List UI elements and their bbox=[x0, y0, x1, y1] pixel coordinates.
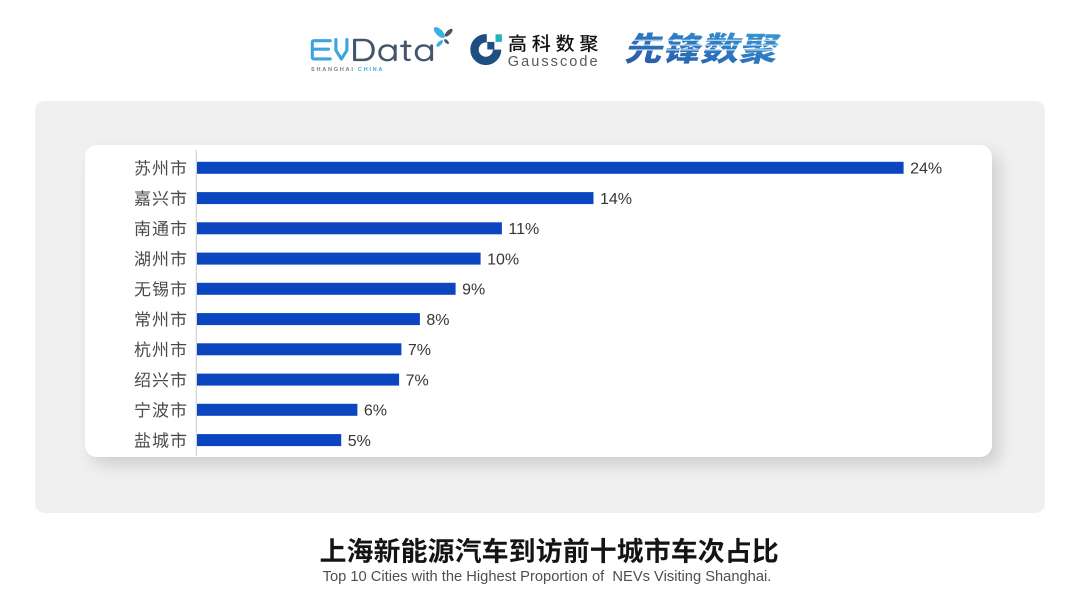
svg-text:11%: 11% bbox=[508, 221, 539, 238]
svg-text:14%: 14% bbox=[600, 191, 632, 208]
svg-text:5%: 5% bbox=[348, 433, 371, 450]
svg-text:6%: 6% bbox=[364, 403, 387, 420]
svg-text:24%: 24% bbox=[910, 161, 942, 178]
svg-text:10%: 10% bbox=[487, 251, 519, 268]
svg-text:7%: 7% bbox=[406, 372, 429, 389]
svg-text:7%: 7% bbox=[408, 342, 431, 359]
svg-text:9%: 9% bbox=[462, 282, 485, 299]
svg-text:8%: 8% bbox=[426, 312, 449, 329]
